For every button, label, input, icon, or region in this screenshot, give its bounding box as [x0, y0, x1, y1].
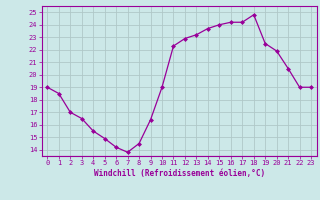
X-axis label: Windchill (Refroidissement éolien,°C): Windchill (Refroidissement éolien,°C) [94, 169, 265, 178]
